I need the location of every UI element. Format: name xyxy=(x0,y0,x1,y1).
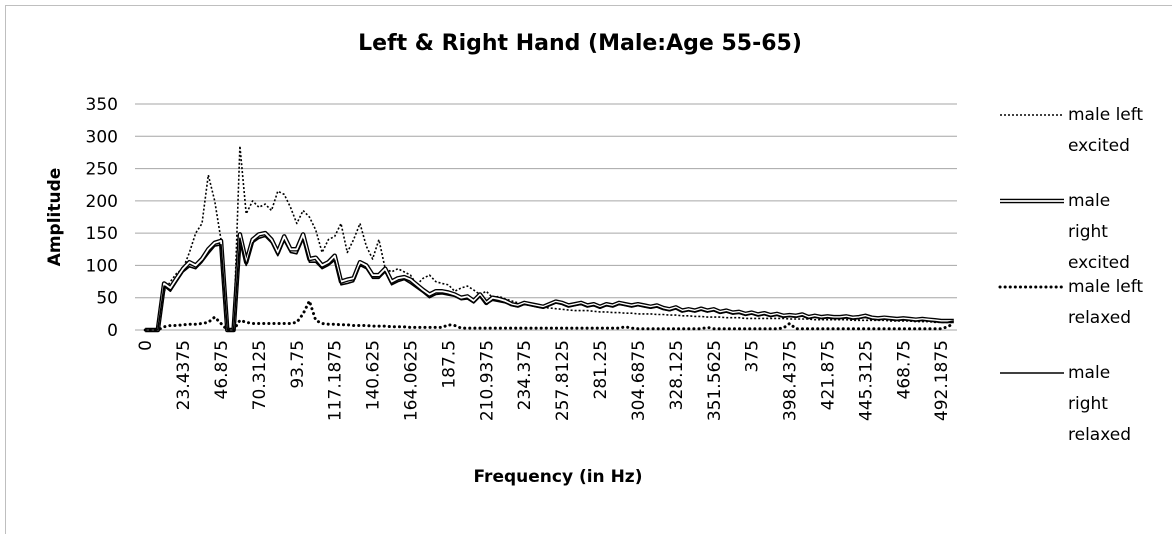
series-line xyxy=(145,145,954,331)
y-tick-label: 150 xyxy=(86,224,118,244)
x-tick-label: 164.0625 xyxy=(402,340,422,421)
x-tick-label: 140.625 xyxy=(364,340,384,410)
legend-label: male left relaxed xyxy=(1068,277,1144,328)
legend-label: male right relaxed xyxy=(1068,363,1132,445)
x-tick-label: 492.1875 xyxy=(932,340,952,421)
series-line xyxy=(145,230,954,333)
y-tick-label: 300 xyxy=(86,127,118,147)
y-tick-label: 100 xyxy=(86,256,118,276)
x-tick-label: 421.875 xyxy=(818,340,838,410)
y-tick-label: 0 xyxy=(107,321,118,341)
series-line xyxy=(145,235,954,331)
x-tick-label: 257.8125 xyxy=(553,340,573,421)
x-tick-label: 234.375 xyxy=(515,340,535,410)
x-tick-label: 328.125 xyxy=(667,340,687,410)
x-tick-label: 351.5625 xyxy=(705,340,725,421)
x-tick-label: 398.4375 xyxy=(781,340,801,421)
x-tick-label: 304.6875 xyxy=(629,340,649,421)
legend-label: male left excited xyxy=(1068,105,1144,156)
x-tick-label: 375 xyxy=(743,340,763,372)
x-tick-label: 0 xyxy=(136,340,156,351)
y-tick-label: 250 xyxy=(86,160,118,180)
x-tick-label: 468.75 xyxy=(894,340,914,399)
chart-title: Left & Right Hand (Male:Age 55-65) xyxy=(358,31,802,56)
series-line xyxy=(143,299,956,332)
x-tick-label: 117.1875 xyxy=(326,340,346,421)
x-axis-title: Frequency (in Hz) xyxy=(474,467,643,487)
x-tick-label: 46.875 xyxy=(212,340,232,399)
legend-label: male right excited xyxy=(1068,191,1130,273)
y-axis-title: Amplitude xyxy=(45,168,65,267)
x-tick-label: 210.9375 xyxy=(477,340,497,421)
x-tick-label: 281.25 xyxy=(591,340,611,399)
chart-border xyxy=(5,5,1172,534)
x-tick-label: 93.75 xyxy=(288,340,308,389)
y-tick-label: 50 xyxy=(96,289,118,309)
x-tick-label: 70.3125 xyxy=(250,340,270,410)
x-tick-label: 187.5 xyxy=(439,340,459,389)
x-tick-label: 445.3125 xyxy=(856,340,876,421)
y-tick-label: 200 xyxy=(86,192,118,212)
x-tick-label: 23.4375 xyxy=(174,340,194,410)
series-line-inner xyxy=(145,232,954,331)
y-tick-label: 350 xyxy=(86,95,118,115)
